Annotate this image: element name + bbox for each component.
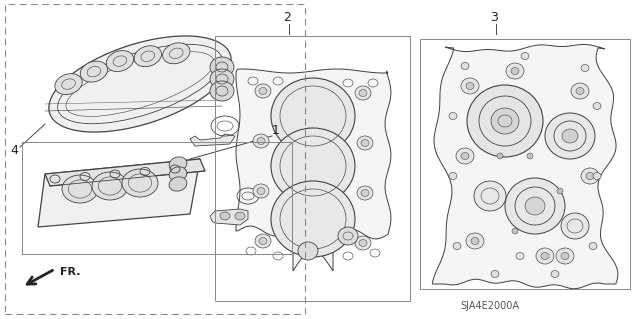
Ellipse shape [449, 173, 457, 180]
Text: 1: 1 [272, 124, 280, 137]
Ellipse shape [92, 172, 128, 200]
Polygon shape [236, 69, 391, 271]
Ellipse shape [338, 227, 358, 245]
Ellipse shape [355, 86, 371, 100]
Ellipse shape [491, 108, 519, 134]
Ellipse shape [466, 233, 484, 249]
Ellipse shape [134, 46, 161, 67]
Ellipse shape [259, 238, 267, 244]
Ellipse shape [461, 152, 469, 160]
Ellipse shape [556, 248, 574, 264]
Ellipse shape [359, 240, 367, 247]
Ellipse shape [461, 63, 469, 70]
Ellipse shape [516, 253, 524, 259]
Ellipse shape [545, 113, 595, 159]
Ellipse shape [257, 188, 265, 195]
Ellipse shape [210, 69, 234, 89]
Ellipse shape [357, 186, 373, 200]
Text: SJA4E2000A: SJA4E2000A [461, 301, 520, 311]
Ellipse shape [257, 137, 265, 145]
Text: FR.: FR. [60, 267, 81, 277]
Ellipse shape [235, 212, 245, 220]
Ellipse shape [562, 129, 578, 143]
Ellipse shape [467, 85, 543, 157]
Bar [215, 36, 410, 301]
Ellipse shape [361, 139, 369, 146]
Ellipse shape [355, 236, 371, 250]
Ellipse shape [55, 74, 82, 94]
Ellipse shape [491, 271, 499, 278]
Ellipse shape [271, 78, 355, 154]
Ellipse shape [163, 43, 190, 64]
Ellipse shape [505, 178, 565, 234]
Polygon shape [190, 134, 235, 146]
Ellipse shape [122, 169, 158, 197]
Ellipse shape [62, 175, 98, 203]
Ellipse shape [449, 113, 457, 120]
Bar [420, 39, 630, 289]
Text: 2: 2 [283, 11, 291, 24]
Ellipse shape [49, 36, 231, 132]
Ellipse shape [461, 78, 479, 94]
Ellipse shape [561, 213, 589, 239]
Ellipse shape [506, 63, 524, 79]
Ellipse shape [497, 153, 503, 159]
Polygon shape [432, 44, 618, 289]
Text: 4: 4 [10, 144, 18, 157]
Ellipse shape [169, 157, 187, 171]
Ellipse shape [551, 271, 559, 278]
Ellipse shape [561, 253, 569, 259]
Ellipse shape [466, 83, 474, 90]
Ellipse shape [361, 189, 369, 197]
Ellipse shape [525, 197, 545, 215]
Ellipse shape [271, 181, 355, 257]
Ellipse shape [255, 234, 271, 248]
Polygon shape [38, 159, 200, 227]
Polygon shape [45, 159, 205, 186]
Ellipse shape [80, 61, 108, 82]
Ellipse shape [255, 84, 271, 98]
Polygon shape [210, 209, 248, 225]
Ellipse shape [271, 128, 355, 204]
Ellipse shape [456, 148, 474, 164]
Ellipse shape [210, 81, 234, 101]
Ellipse shape [593, 173, 601, 180]
Ellipse shape [253, 134, 269, 148]
Ellipse shape [557, 188, 563, 194]
Ellipse shape [210, 57, 234, 77]
Ellipse shape [259, 87, 267, 94]
Ellipse shape [106, 51, 134, 71]
Ellipse shape [471, 238, 479, 244]
Text: 3: 3 [490, 11, 498, 24]
Ellipse shape [511, 68, 519, 75]
Ellipse shape [571, 83, 589, 99]
Ellipse shape [586, 173, 594, 180]
Ellipse shape [169, 177, 187, 191]
Ellipse shape [453, 242, 461, 249]
Ellipse shape [169, 167, 187, 181]
Bar [22, 142, 292, 254]
Ellipse shape [220, 212, 230, 220]
Ellipse shape [357, 136, 373, 150]
Ellipse shape [581, 168, 599, 184]
Ellipse shape [474, 181, 506, 211]
Ellipse shape [536, 248, 554, 264]
Ellipse shape [253, 184, 269, 198]
Ellipse shape [521, 53, 529, 60]
Ellipse shape [581, 64, 589, 71]
Ellipse shape [593, 102, 601, 109]
Ellipse shape [512, 228, 518, 234]
Ellipse shape [359, 90, 367, 97]
Ellipse shape [527, 153, 533, 159]
Ellipse shape [541, 253, 549, 259]
Ellipse shape [589, 242, 597, 249]
Ellipse shape [576, 87, 584, 94]
Bar [5, 4, 305, 314]
Ellipse shape [298, 242, 318, 260]
